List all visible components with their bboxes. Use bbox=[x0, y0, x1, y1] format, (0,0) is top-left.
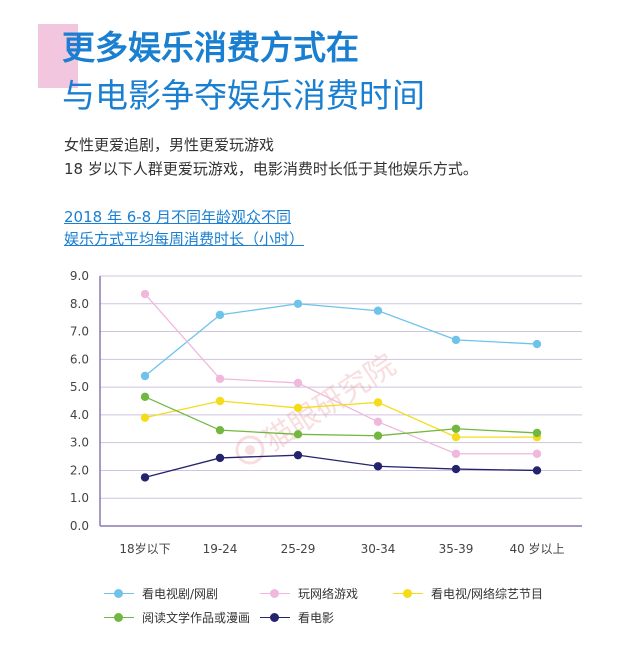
legend-marker-tv-series bbox=[104, 588, 134, 599]
y-tick-label: 8.0 bbox=[70, 297, 89, 311]
y-tick-label: 4.0 bbox=[70, 408, 89, 422]
data-point bbox=[293, 299, 303, 308]
data-point bbox=[140, 392, 150, 402]
y-tick-label: 9.0 bbox=[70, 269, 89, 283]
series-line bbox=[144, 396, 538, 437]
data-point bbox=[532, 449, 542, 458]
chart-title-line1: 2018 年 6-8 月不同年龄观众不同 bbox=[64, 208, 291, 226]
page-title: 更多娱乐消费方式在 bbox=[62, 28, 359, 67]
x-tick-label: 35-39 bbox=[439, 542, 474, 556]
chart-ticks: 0.0 1.0 2.0 3.0 4.0 5.0 6.0 7.0 8.0 9.0 18岁以下 19-24… bbox=[70, 269, 565, 556]
legend-label-variety-shows: 看电视/网络综艺节目 bbox=[431, 587, 544, 601]
data-point bbox=[293, 403, 303, 413]
series-3 bbox=[140, 392, 542, 440]
legend-marker-variety-shows bbox=[393, 588, 423, 599]
data-point bbox=[451, 424, 461, 433]
y-tick-label: 7.0 bbox=[70, 325, 89, 339]
data-point bbox=[215, 310, 225, 320]
data-point bbox=[373, 431, 383, 440]
data-point bbox=[451, 335, 461, 345]
legend-item-reading: 阅读文学作品或漫画 bbox=[104, 609, 250, 626]
series-line bbox=[144, 400, 537, 438]
data-point bbox=[293, 430, 303, 439]
legend-marker-online-games bbox=[260, 588, 290, 599]
data-point bbox=[373, 462, 383, 471]
chart-series bbox=[140, 289, 542, 482]
x-tick-label: 18岁以下 bbox=[119, 541, 170, 556]
series-1 bbox=[140, 289, 542, 458]
data-point bbox=[140, 413, 150, 422]
legend-marker-reading bbox=[104, 612, 134, 623]
chart-title-line2: 娱乐方式平均每周消费时长（小时） bbox=[64, 230, 305, 248]
series-4 bbox=[140, 450, 542, 482]
legend-label-tv-series: 看电视剧/网剧 bbox=[142, 587, 219, 601]
series-line bbox=[144, 303, 538, 377]
legend-label-reading: 阅读文学作品或漫画 bbox=[142, 611, 251, 625]
data-point bbox=[215, 425, 225, 435]
data-point bbox=[532, 339, 542, 349]
legend-label-online-games: 玩网络游戏 bbox=[298, 587, 359, 601]
series-0 bbox=[140, 299, 542, 381]
legend-marker-movies bbox=[260, 612, 290, 623]
x-tick-label: 25-29 bbox=[281, 542, 316, 556]
subtitle-line2: 18 岁以下人群更爱玩游戏，电影消费时长低于其他娱乐方式。 bbox=[64, 160, 478, 178]
series-line bbox=[144, 454, 538, 479]
data-point bbox=[373, 417, 383, 427]
legend-item-movies: 看电影 bbox=[260, 609, 334, 626]
data-point bbox=[140, 289, 150, 299]
page-title-line2: 与电影争夺娱乐消费时间 bbox=[62, 76, 425, 115]
data-point bbox=[215, 453, 225, 463]
data-point bbox=[140, 371, 150, 381]
chart-grid bbox=[99, 275, 582, 527]
y-tick-label: 6.0 bbox=[70, 352, 89, 366]
x-tick-label: 40 岁以上 bbox=[509, 541, 564, 556]
data-point bbox=[293, 450, 303, 460]
data-point bbox=[532, 428, 542, 438]
legend-label-movies: 看电影 bbox=[298, 611, 335, 625]
data-point bbox=[532, 466, 542, 475]
subtitle-line1: 女性更爱追剧，男性更爱玩游戏 bbox=[64, 136, 275, 154]
y-tick-label: 5.0 bbox=[70, 380, 89, 394]
data-point bbox=[215, 374, 225, 383]
x-tick-label: 19-24 bbox=[203, 542, 238, 556]
data-point bbox=[451, 449, 461, 458]
x-tick-label: 30-34 bbox=[361, 542, 396, 556]
data-point bbox=[451, 432, 461, 442]
legend-item-tv-series: 看电视剧/网剧 bbox=[104, 585, 218, 602]
series-line bbox=[144, 293, 537, 455]
data-point bbox=[451, 464, 461, 474]
data-point bbox=[140, 473, 150, 482]
data-point bbox=[373, 398, 383, 407]
data-point bbox=[293, 378, 303, 388]
title-accent-block bbox=[38, 24, 78, 88]
legend-item-variety-shows: 看电视/网络综艺节目 bbox=[393, 585, 543, 602]
data-point bbox=[215, 396, 225, 406]
y-tick-label: 1.0 bbox=[70, 491, 89, 505]
data-point bbox=[373, 306, 383, 315]
y-tick-label: 3.0 bbox=[70, 436, 89, 450]
y-tick-label: 0.0 bbox=[70, 519, 89, 533]
legend-item-online-games: 玩网络游戏 bbox=[260, 585, 358, 602]
y-tick-label: 2.0 bbox=[70, 463, 89, 477]
